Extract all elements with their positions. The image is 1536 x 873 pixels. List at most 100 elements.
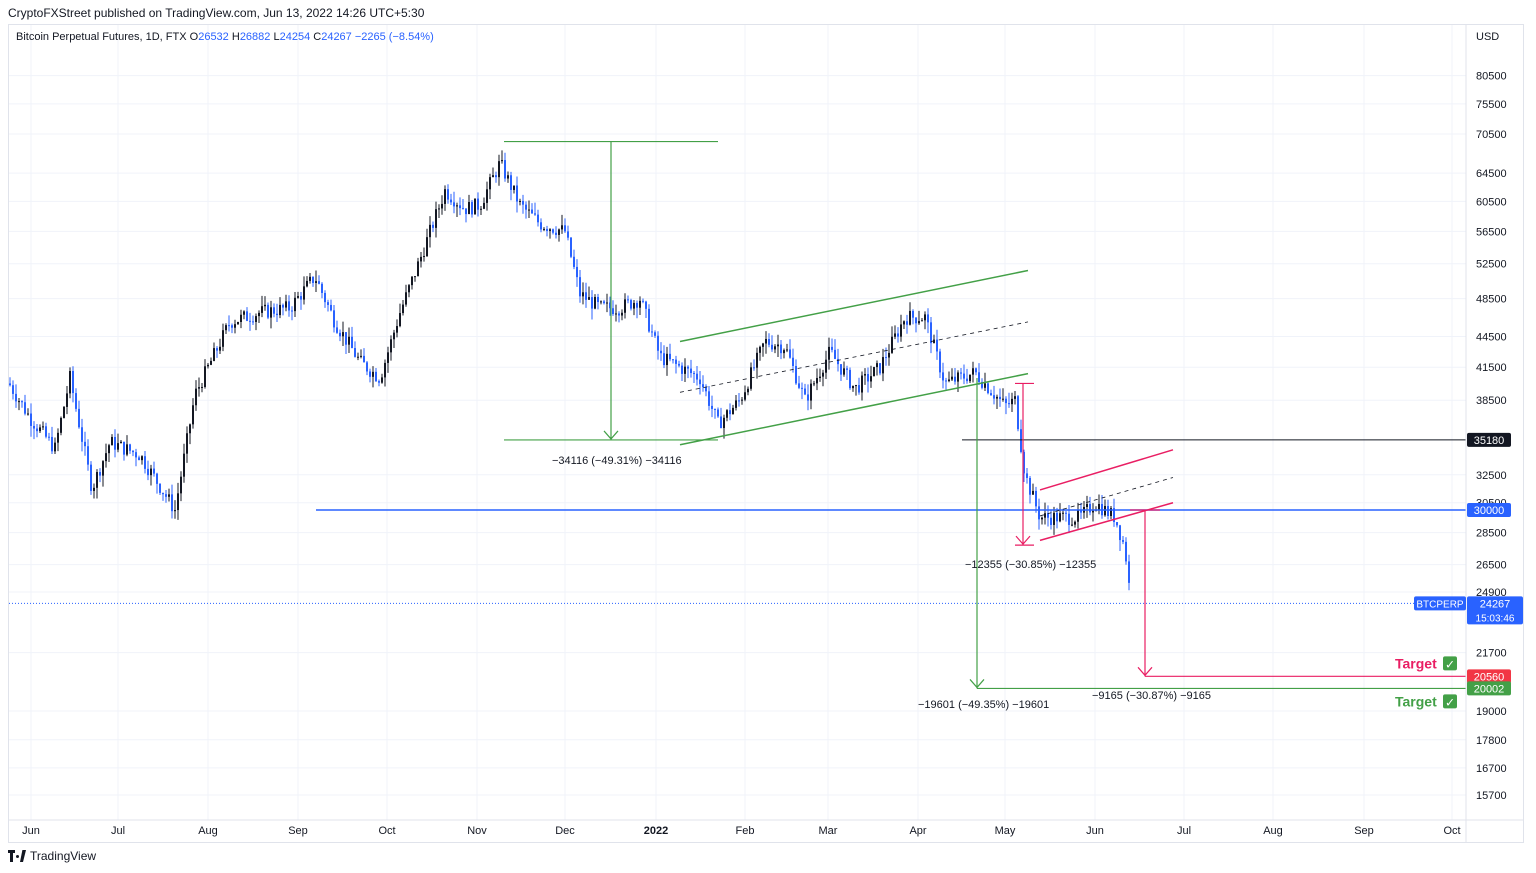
- candle-body: [1119, 525, 1121, 541]
- candle-body: [114, 436, 116, 450]
- candle-body: [939, 351, 941, 373]
- candle-body: [777, 344, 779, 347]
- candle-body: [657, 335, 659, 351]
- candle-body: [525, 204, 527, 210]
- candle-body: [300, 296, 302, 300]
- x-tick-label: Jun: [1086, 825, 1104, 837]
- candle-body: [1113, 508, 1115, 523]
- candle-body: [258, 312, 260, 317]
- last-price-countdown: 15:03:46: [1476, 613, 1515, 624]
- candle-body: [783, 350, 785, 354]
- candle-body: [567, 231, 569, 238]
- y-tick-label: 24900: [1476, 587, 1507, 599]
- candle-body: [990, 393, 992, 396]
- candle-body: [378, 381, 380, 383]
- last-price-symbol-tag: [1414, 596, 1466, 611]
- candle-body: [828, 346, 830, 360]
- candle-body: [207, 364, 209, 367]
- candle-body: [78, 408, 80, 428]
- target-check-glyph: ✓: [1445, 695, 1455, 709]
- candle-body: [786, 349, 788, 351]
- candle-body: [273, 307, 275, 314]
- channel-pink-upper: [1039, 449, 1174, 491]
- candle-body: [960, 372, 962, 374]
- candle-body: [174, 510, 176, 512]
- tradingview-logo-icon: [8, 850, 26, 862]
- candle-body: [384, 362, 386, 378]
- candle-body: [303, 286, 305, 300]
- y-tick-label: 44500: [1476, 331, 1507, 343]
- candle-body: [951, 376, 953, 380]
- legend-change: −2265 (−8.54%): [354, 31, 434, 43]
- candle-body: [978, 372, 980, 382]
- candle-body: [198, 387, 200, 389]
- candle-body: [1062, 512, 1064, 514]
- candle-body: [177, 493, 179, 511]
- candle-body: [342, 332, 344, 337]
- candle-body: [816, 378, 818, 384]
- candle-body: [375, 371, 377, 382]
- candle-body: [765, 338, 767, 344]
- candle-body: [450, 199, 452, 203]
- measure-2-arrowhead: [969, 679, 985, 689]
- candle-body: [522, 200, 524, 205]
- x-tick-label: Jul: [1177, 825, 1191, 837]
- candle-body: [705, 387, 707, 392]
- candle-body: [216, 348, 218, 351]
- candle-body: [282, 304, 284, 308]
- candle-body: [87, 446, 89, 465]
- candle-body: [9, 383, 11, 386]
- candle-body: [564, 225, 566, 232]
- candle-body: [276, 313, 278, 316]
- candle-body: [348, 336, 350, 345]
- y-tick-label: 26500: [1476, 560, 1507, 572]
- x-tick-label: Aug: [198, 825, 218, 837]
- candle-body: [645, 301, 647, 309]
- candle-body: [1032, 490, 1034, 495]
- y-tick-label: 28500: [1476, 528, 1507, 540]
- candle-body: [246, 311, 248, 321]
- candle-body: [600, 301, 602, 303]
- candle-body: [1128, 561, 1130, 583]
- candle-body: [18, 401, 20, 403]
- candle-body: [678, 363, 680, 366]
- candle-body: [210, 360, 212, 365]
- candle-body: [624, 299, 626, 313]
- candle-body: [438, 208, 440, 210]
- candle-body: [924, 314, 926, 321]
- candle-body: [1098, 503, 1100, 510]
- candle-body: [69, 370, 71, 394]
- candle-body: [24, 402, 26, 414]
- candle-body: [180, 476, 182, 494]
- y-tick-label: 19000: [1476, 706, 1507, 718]
- candle-body: [435, 209, 437, 228]
- candle-body: [753, 367, 755, 369]
- candle-body: [582, 292, 584, 297]
- candle-body: [516, 185, 518, 202]
- candle-body: [855, 385, 857, 387]
- candle-body: [150, 468, 152, 476]
- candle-body: [219, 346, 221, 351]
- legend-low-value: 24254: [279, 31, 311, 43]
- candle-body: [60, 417, 62, 433]
- candle-body: [768, 338, 770, 345]
- y-tick-label: 60500: [1476, 196, 1507, 208]
- candle-body: [162, 492, 164, 495]
- target-label: Target: [1395, 655, 1437, 671]
- candle-body: [927, 314, 929, 323]
- candle-body: [423, 256, 425, 258]
- candle-body: [1107, 505, 1109, 517]
- candle-body: [1065, 512, 1067, 514]
- candle-body: [333, 310, 335, 328]
- candle-body: [12, 385, 14, 394]
- candle-body: [1089, 503, 1091, 513]
- candle-body: [27, 413, 29, 415]
- candle-body: [807, 394, 809, 401]
- candle-body: [462, 208, 464, 210]
- footer-brand[interactable]: TradingView: [8, 849, 96, 863]
- candle-body: [354, 348, 356, 357]
- candle-body: [801, 387, 803, 389]
- candle-body: [708, 391, 710, 406]
- candle-body: [234, 324, 236, 328]
